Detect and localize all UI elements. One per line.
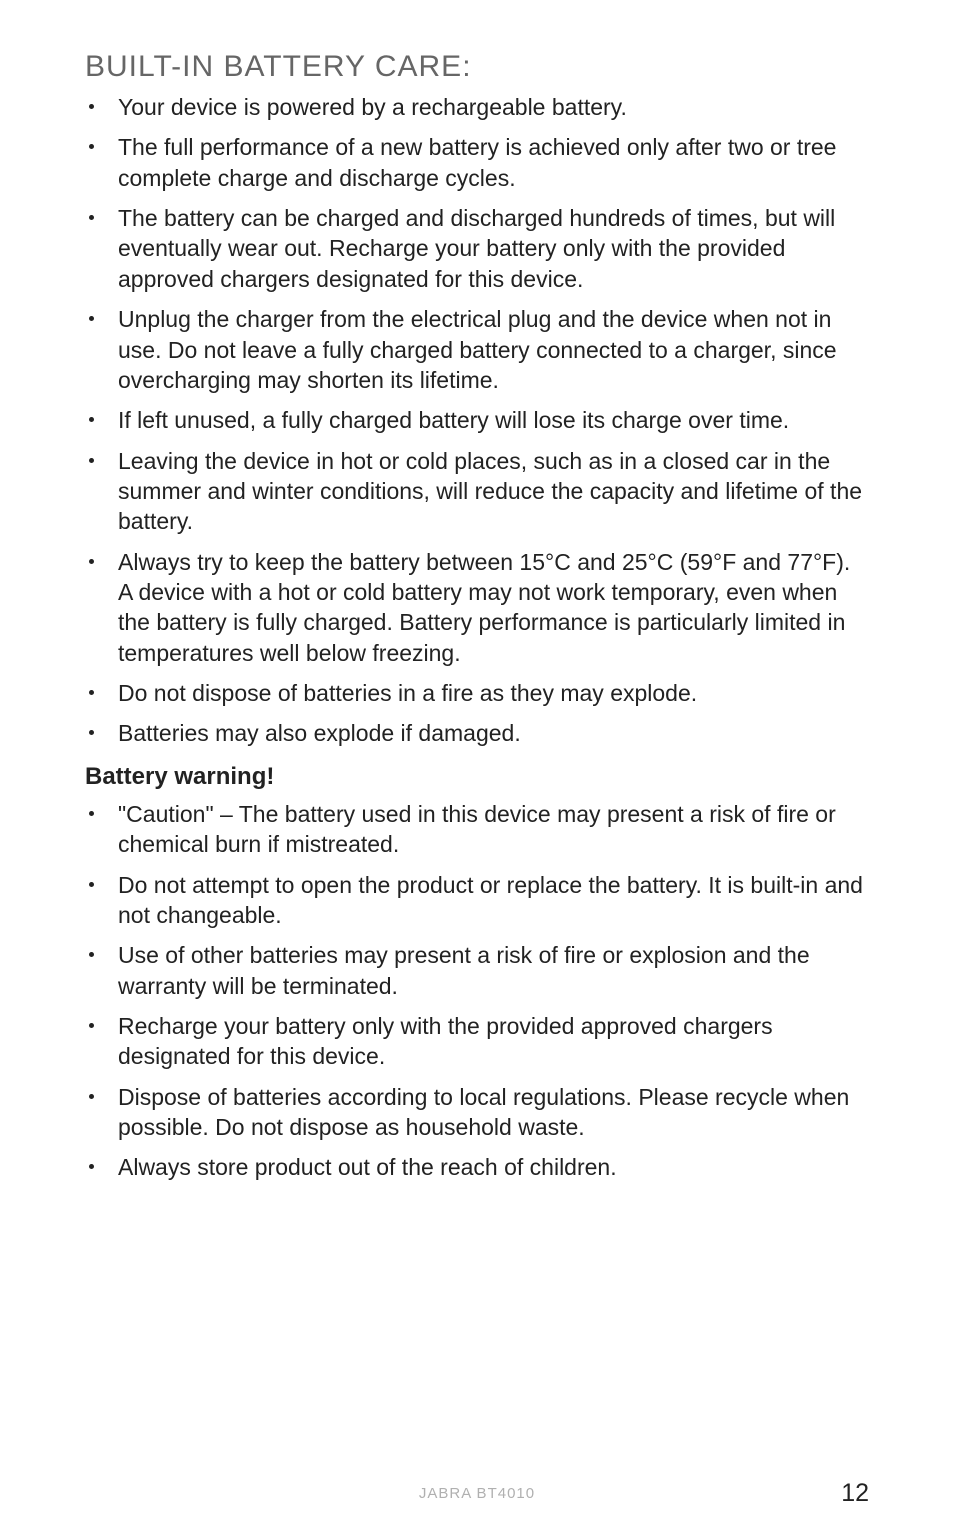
list-item-text: The battery can be charged and discharge…: [118, 203, 869, 294]
list-item-text: Batteries may also explode if damaged.: [118, 718, 521, 748]
bullet-icon: [89, 104, 94, 109]
list-item: Dispose of batteries according to local …: [85, 1082, 869, 1143]
list-item-text: Leaving the device in hot or cold places…: [118, 446, 869, 537]
section-heading: BUILT-IN BATTERY CARE:: [85, 50, 869, 84]
bullet-icon: [89, 730, 94, 735]
list-item-text: "Caution" – The battery used in this dev…: [118, 799, 869, 860]
list-item-text: Unplug the charger from the electrical p…: [118, 304, 869, 395]
bullet-icon: [89, 690, 94, 695]
bullet-icon: [89, 1164, 94, 1169]
warning-subheading: Battery warning!: [85, 763, 869, 791]
page-number: 12: [841, 1479, 869, 1508]
list-item: Leaving the device in hot or cold places…: [85, 446, 869, 537]
list-item-text: Always store product out of the reach of…: [118, 1152, 617, 1182]
list-item: If left unused, a fully charged battery …: [85, 405, 869, 435]
list-item: The full performance of a new battery is…: [85, 132, 869, 193]
footer-brand: JABRA BT4010: [419, 1485, 535, 1502]
bullet-icon: [89, 1094, 94, 1099]
footer: JABRA BT4010: [0, 1485, 954, 1502]
list-item: The battery can be charged and discharge…: [85, 203, 869, 294]
bullet-icon: [89, 144, 94, 149]
bullet-icon: [89, 952, 94, 957]
list-item-text: Do not attempt to open the product or re…: [118, 870, 869, 931]
list-item: Unplug the charger from the electrical p…: [85, 304, 869, 395]
bullet-icon: [89, 458, 94, 463]
list-item-text: Always try to keep the battery between 1…: [118, 547, 869, 668]
bullet-icon: [89, 1023, 94, 1028]
list-item: Use of other batteries may present a ris…: [85, 940, 869, 1001]
bullet-icon: [89, 559, 94, 564]
bullet-icon: [89, 215, 94, 220]
list-item-text: The full performance of a new battery is…: [118, 132, 869, 193]
list-item-text: Dispose of batteries according to local …: [118, 1082, 869, 1143]
bullet-icon: [89, 316, 94, 321]
bullet-icon: [89, 417, 94, 422]
list-item-text: Use of other batteries may present a ris…: [118, 940, 869, 1001]
bullet-icon: [89, 811, 94, 816]
list-item-text: Do not dispose of batteries in a fire as…: [118, 678, 697, 708]
list-item: Recharge your battery only with the prov…: [85, 1011, 869, 1072]
list-item-text: Recharge your battery only with the prov…: [118, 1011, 869, 1072]
list-item: Your device is powered by a rechargeable…: [85, 92, 869, 122]
list-item: Always store product out of the reach of…: [85, 1152, 869, 1182]
list-item: Do not attempt to open the product or re…: [85, 870, 869, 931]
bullet-icon: [89, 882, 94, 887]
battery-care-list: Your device is powered by a rechargeable…: [85, 92, 869, 749]
list-item: "Caution" – The battery used in this dev…: [85, 799, 869, 860]
list-item-text: If left unused, a fully charged battery …: [118, 405, 789, 435]
list-item: Always try to keep the battery between 1…: [85, 547, 869, 668]
list-item: Batteries may also explode if damaged.: [85, 718, 869, 748]
list-item: Do not dispose of batteries in a fire as…: [85, 678, 869, 708]
battery-warning-list: "Caution" – The battery used in this dev…: [85, 799, 869, 1183]
list-item-text: Your device is powered by a rechargeable…: [118, 92, 627, 122]
